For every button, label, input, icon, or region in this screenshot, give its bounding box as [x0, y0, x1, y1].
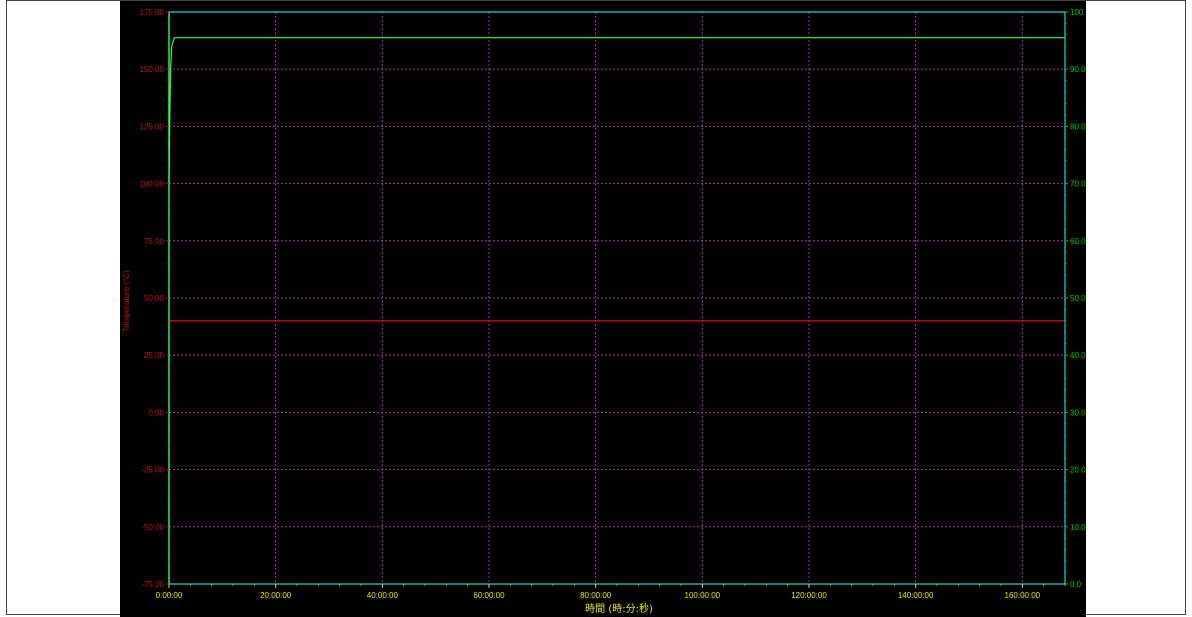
- tick-label-left: -75.00: [141, 580, 164, 589]
- tick-label-right: 0.0: [1070, 580, 1082, 589]
- tick-label-x: 160:00:00: [1005, 591, 1041, 600]
- tick-label-x: 60:00:00: [473, 591, 505, 600]
- tick-label-left: 150.00: [140, 65, 165, 74]
- tick-label-left: 50.00: [144, 294, 165, 303]
- tick-label-right: 40.0: [1070, 351, 1086, 360]
- tick-label-right: 70.0: [1070, 180, 1086, 189]
- tick-labels: -75.00 0.0 -50.00 10.0 -25.00 20.0 0.00 30.0 25.…: [140, 8, 1086, 600]
- tick-label-left: -25.00: [141, 466, 164, 475]
- tick-label-x: 0:00:00: [156, 591, 183, 600]
- tick-label-right: 90.0: [1070, 65, 1086, 74]
- tick-label-x: 80:00:00: [580, 591, 612, 600]
- tick-label-x: 20:00:00: [260, 591, 292, 600]
- tick-label-x: 120:00:00: [791, 591, 827, 600]
- chart-window: -75.00 0.0 -50.00 10.0 -25.00 20.0 0.00 30.0 25.…: [6, 0, 1186, 617]
- tick-marks: [166, 11, 1068, 588]
- tick-label-right: 10.0: [1070, 523, 1086, 532]
- tick-label-x: 100:00:00: [685, 591, 721, 600]
- tick-label-right: 100.0: [1070, 8, 1086, 17]
- y-axis-label-left: Temperature (°C): [122, 270, 131, 332]
- tick-label-x: 40:00:00: [367, 591, 399, 600]
- chart-svg: -75.00 0.0 -50.00 10.0 -25.00 20.0 0.00 30.0 25.…: [122, 8, 1086, 615]
- tick-label-left: 0.00: [148, 408, 164, 417]
- series-line-right: [168, 37, 1065, 184]
- tick-label-right: 80.0: [1070, 122, 1086, 131]
- tick-label-left: 100.00: [140, 180, 165, 189]
- tick-label-left: 25.00: [144, 351, 165, 360]
- tick-label-right: 50.0: [1070, 294, 1086, 303]
- tick-label-left: 175.00: [140, 8, 165, 17]
- tick-label-left: 125.00: [140, 122, 165, 131]
- tick-label-right: 60.0: [1070, 237, 1086, 246]
- tick-label-right: 30.0: [1070, 408, 1086, 417]
- tick-label-x: 140:00:00: [898, 591, 934, 600]
- chart-panel: -75.00 0.0 -50.00 10.0 -25.00 20.0 0.00 30.0 25.…: [120, 1, 1086, 617]
- grid-lines: [169, 12, 1065, 584]
- tick-label-left: 75.00: [144, 237, 165, 246]
- tick-label-right: 20.0: [1070, 466, 1086, 475]
- x-axis-label: 時間 (時:分:秒): [585, 602, 653, 615]
- series-group: [168, 37, 1065, 322]
- tick-label-left: -50.00: [141, 523, 164, 532]
